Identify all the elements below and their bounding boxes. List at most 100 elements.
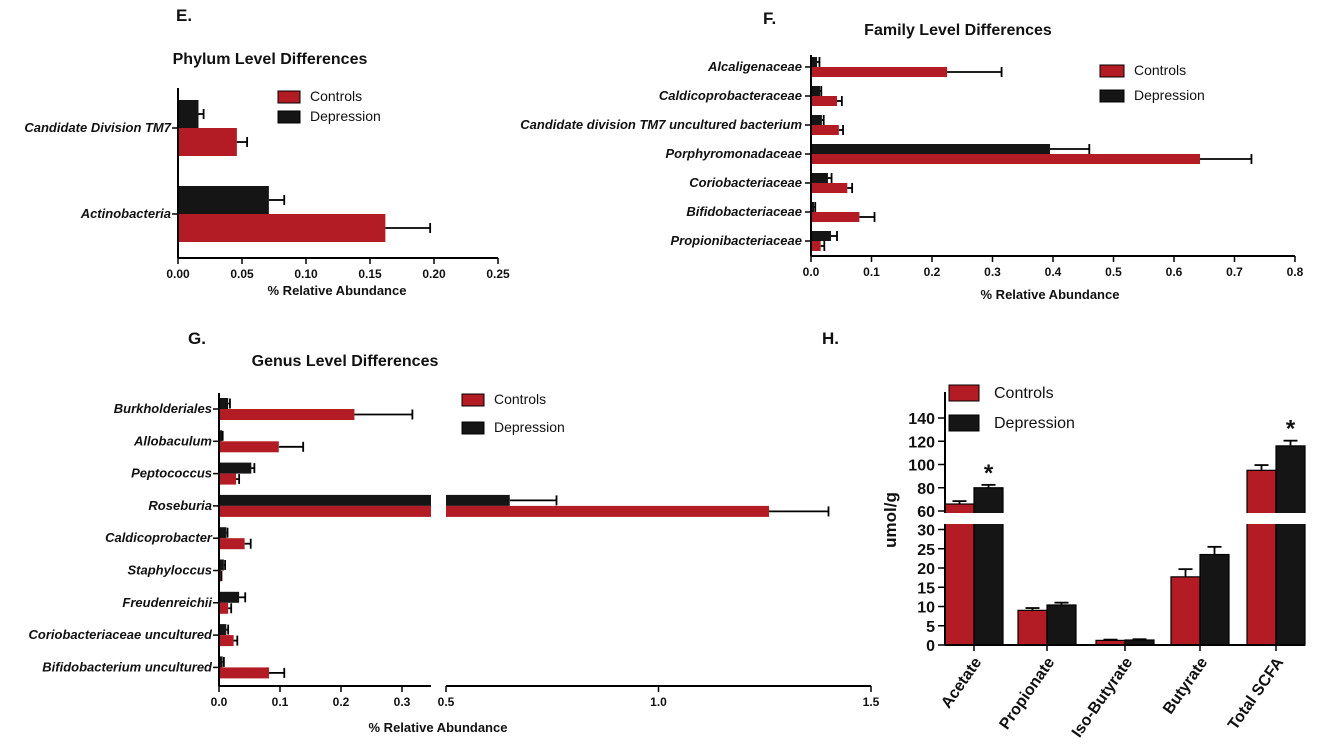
category-label: Caldicoprobacter bbox=[105, 530, 213, 545]
bar-controls bbox=[811, 96, 838, 106]
bar-controls bbox=[811, 183, 848, 193]
legend-label-controls: Controls bbox=[994, 385, 1054, 402]
bar-depression bbox=[219, 591, 240, 603]
bar-depression bbox=[219, 656, 223, 668]
x-tick-label: 0.5 bbox=[438, 695, 455, 709]
panel-label: E. bbox=[176, 6, 192, 25]
bar-controls bbox=[944, 503, 975, 646]
x-tick-label: 0.0 bbox=[211, 695, 228, 709]
y-tick-label: 60 bbox=[917, 504, 935, 521]
category-label: Alcaligenaceae bbox=[707, 59, 802, 74]
x-tick-label: 0.6 bbox=[1166, 265, 1183, 279]
category-label: Porphyromonadaceae bbox=[665, 146, 802, 161]
legend-swatch-depression bbox=[948, 414, 980, 432]
legend-label-depression: Depression bbox=[310, 108, 381, 124]
y-axis-label: umol/g bbox=[881, 492, 900, 548]
category-label: Staphyloccus bbox=[127, 563, 212, 578]
y-tick-label: 140 bbox=[908, 411, 935, 428]
bar-depression bbox=[973, 487, 1004, 646]
category-label: Propionate bbox=[996, 654, 1058, 732]
bar-depression bbox=[219, 462, 252, 474]
bar-controls bbox=[811, 154, 1201, 164]
category-label: Butyrate bbox=[1160, 654, 1211, 717]
bar-controls bbox=[811, 125, 839, 135]
bar-depression bbox=[1046, 604, 1077, 646]
x-tick-label: 0.1 bbox=[863, 265, 880, 279]
x-tick-label: 1.0 bbox=[650, 695, 667, 709]
bar-depression bbox=[811, 231, 831, 241]
category-label: Iso-Butyrate bbox=[1069, 654, 1137, 740]
bar-controls bbox=[1170, 576, 1201, 646]
bar-depression bbox=[811, 115, 822, 125]
y-tick-label: 0 bbox=[926, 638, 935, 655]
bar-controls bbox=[219, 473, 237, 485]
chart-title: Phylum Level Differences bbox=[173, 51, 368, 68]
x-tick-label: 0.4 bbox=[1045, 265, 1062, 279]
chart-title: Family Level Differences bbox=[864, 22, 1052, 39]
axis-break-gap bbox=[930, 513, 1320, 524]
x-tick-label: 0.15 bbox=[358, 267, 382, 281]
bar-depression bbox=[178, 100, 199, 128]
bar-depression bbox=[811, 57, 818, 67]
bar-controls bbox=[811, 67, 948, 77]
category-label: Total SCFA bbox=[1225, 654, 1287, 733]
bar-depression bbox=[219, 527, 227, 539]
x-tick-label: 0.1 bbox=[272, 695, 289, 709]
legend-label-controls: Controls bbox=[1134, 62, 1186, 78]
category-label: Allobaculum bbox=[133, 433, 212, 448]
bar-controls bbox=[811, 212, 860, 222]
bar-depression-segment bbox=[446, 494, 510, 506]
bar-controls bbox=[219, 441, 279, 453]
bar-controls bbox=[219, 409, 355, 420]
y-tick-label: 120 bbox=[908, 434, 935, 451]
legend-swatch-controls bbox=[277, 90, 301, 104]
bar-depression bbox=[811, 173, 828, 183]
category-label: Burkholderiales bbox=[114, 401, 212, 416]
category-label: Coriobacteriaceae bbox=[689, 175, 802, 190]
x-tick-label: 0.5 bbox=[1105, 265, 1122, 279]
category-label: Acetate bbox=[938, 654, 985, 711]
x-axis-label: % Relative Abundance bbox=[981, 287, 1120, 302]
bar-controls bbox=[219, 538, 245, 550]
panel-label: H. bbox=[822, 329, 839, 348]
category-label: Coriobacteriaceae uncultured bbox=[29, 627, 214, 642]
panel-label: G. bbox=[188, 329, 206, 348]
bar-depression bbox=[811, 144, 1050, 154]
y-tick-label: 25 bbox=[917, 542, 935, 559]
legend-label-depression: Depression bbox=[1134, 87, 1205, 103]
legend-label-controls: Controls bbox=[494, 391, 546, 407]
legend-swatch-depression bbox=[1099, 89, 1125, 103]
x-tick-label: 0.0 bbox=[803, 265, 820, 279]
legend-swatch-depression bbox=[461, 421, 485, 435]
x-tick-label: 0.10 bbox=[294, 267, 318, 281]
bar-depression bbox=[811, 86, 821, 96]
bar-depression bbox=[178, 186, 269, 214]
x-tick-label: 0.3 bbox=[984, 265, 1001, 279]
bar-depression bbox=[219, 430, 223, 442]
significance-star: * bbox=[1286, 416, 1296, 443]
bar-depression bbox=[219, 559, 224, 571]
category-label: Bifidobacterium uncultured bbox=[42, 659, 213, 674]
category-label: Propionibacteriaceae bbox=[671, 233, 803, 248]
x-axis-label: % Relative Abundance bbox=[268, 283, 407, 298]
legend-label-controls: Controls bbox=[310, 88, 362, 104]
bar-controls bbox=[1246, 469, 1277, 646]
x-tick-label: 0.8 bbox=[1287, 265, 1304, 279]
bar-controls bbox=[811, 241, 821, 251]
legend-swatch-depression bbox=[277, 110, 301, 124]
bar-depression bbox=[219, 624, 227, 636]
legend-swatch-controls bbox=[1099, 64, 1125, 78]
category-label: Candidate division TM7 uncultured bacter… bbox=[520, 117, 802, 132]
bar-controls bbox=[219, 602, 229, 614]
bar-controls bbox=[1017, 609, 1048, 646]
x-tick-label: 0.7 bbox=[1226, 265, 1243, 279]
bar-depression bbox=[811, 202, 815, 212]
y-tick-label: 100 bbox=[908, 458, 935, 475]
y-tick-label: 15 bbox=[917, 580, 935, 597]
x-tick-label: 0.2 bbox=[924, 265, 941, 279]
bar-depression bbox=[1199, 553, 1230, 646]
y-tick-label: 30 bbox=[917, 523, 935, 540]
y-tick-label: 10 bbox=[917, 600, 935, 617]
legend-swatch-controls bbox=[461, 393, 485, 407]
x-axis-label: % Relative Abundance bbox=[369, 720, 508, 735]
